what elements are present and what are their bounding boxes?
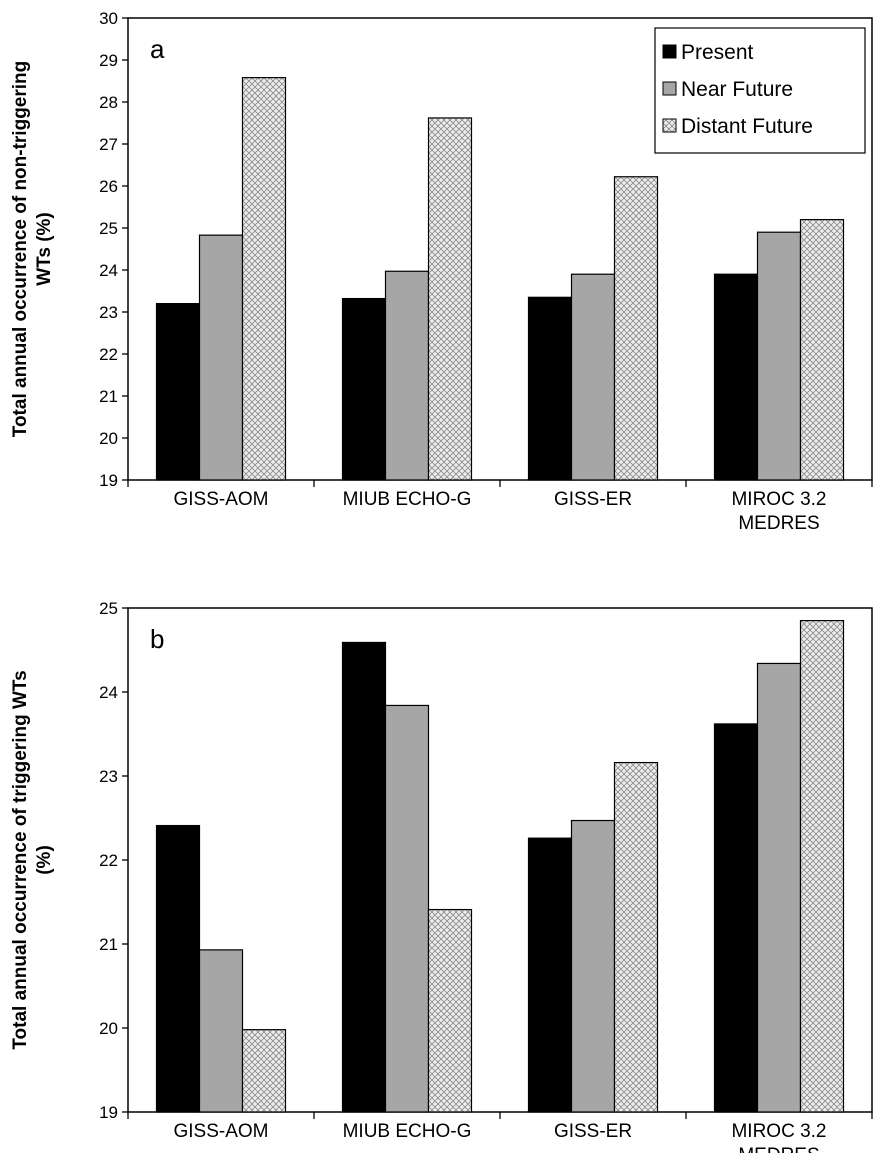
y-tick-label: 19 [99,1103,118,1122]
bar-present [157,826,200,1112]
y-tick-label: 26 [99,177,118,196]
y-tick-label: 29 [99,51,118,70]
y-axis-label: Total annual occurrence of triggering WT… [10,670,31,1049]
legend-label: Distant Future [681,115,813,138]
y-tick-label: 23 [99,303,118,322]
bar-near-future [758,663,801,1112]
bar-near-future [758,232,801,480]
x-category-label: MIROC 3.2 [731,1121,826,1142]
y-tick-label: 24 [99,683,118,702]
bar-present [529,297,572,480]
bar-present [715,724,758,1112]
legend-swatch [663,119,676,132]
y-tick-label: 24 [99,261,118,280]
y-tick-label: 21 [99,387,118,406]
bar-distant-future [243,1030,286,1112]
y-tick-label: 23 [99,767,118,786]
bar-near-future [572,821,615,1112]
bar-distant-future [801,621,844,1112]
bar-present [343,642,386,1112]
bar-present [529,838,572,1112]
bar-distant-future [429,118,472,480]
legend-swatch [663,45,676,58]
y-tick-label: 20 [99,429,118,448]
y-tick-label: 20 [99,1019,118,1038]
y-tick-label: 22 [99,345,118,364]
y-tick-label: 28 [99,93,118,112]
y-tick-label: 27 [99,135,118,154]
x-category-label: GISS-AOM [173,489,268,510]
x-category-label: GISS-AOM [173,1121,268,1142]
bar-near-future [386,271,429,480]
bar-near-future [572,274,615,480]
bar-near-future [200,235,243,480]
legend-swatch [663,82,676,95]
x-category-label: MEDRES [738,513,819,534]
x-category-label: MEDRES [738,1145,819,1153]
legend-label: Near Future [681,78,793,101]
chart-panel-a: 19 20 21 22 23 24 25 26 27 28 29 30 GISS-AOM MIUB ECH… [10,9,872,534]
y-tick-label: 25 [99,599,118,618]
bar-distant-future [429,910,472,1112]
bar-distant-future [801,220,844,480]
bar-present [715,274,758,480]
bar-present [157,304,200,480]
y-tick-label: 25 [99,219,118,238]
chart-panel-b: 19 20 21 22 23 24 25 GISS-AOM MIUB ECHO-G GISS-ER… [10,599,872,1153]
y-axis-label: (%) [34,845,55,875]
x-category-label: GISS-ER [554,1121,632,1142]
bar-distant-future [615,763,658,1112]
y-axis-label: Total annual occurrence of non-triggerin… [10,61,31,438]
x-category-label: MIUB ECHO-G [343,1121,472,1142]
bar-near-future [386,705,429,1112]
y-tick-label: 21 [99,935,118,954]
x-category-label: MIROC 3.2 [731,489,826,510]
bar-distant-future [243,78,286,480]
x-category-label: GISS-ER [554,489,632,510]
panel-label: a [150,34,165,64]
y-axis-label: WTs (%) [34,212,55,286]
bar-distant-future [615,177,658,480]
panel-label: b [150,624,164,654]
bar-near-future [200,950,243,1112]
y-tick-label: 22 [99,851,118,870]
y-tick-label: 30 [99,9,118,28]
x-category-label: MIUB ECHO-G [343,489,472,510]
y-tick-label: 19 [99,471,118,490]
bar-present [343,299,386,480]
legend-label: Present [681,41,754,64]
